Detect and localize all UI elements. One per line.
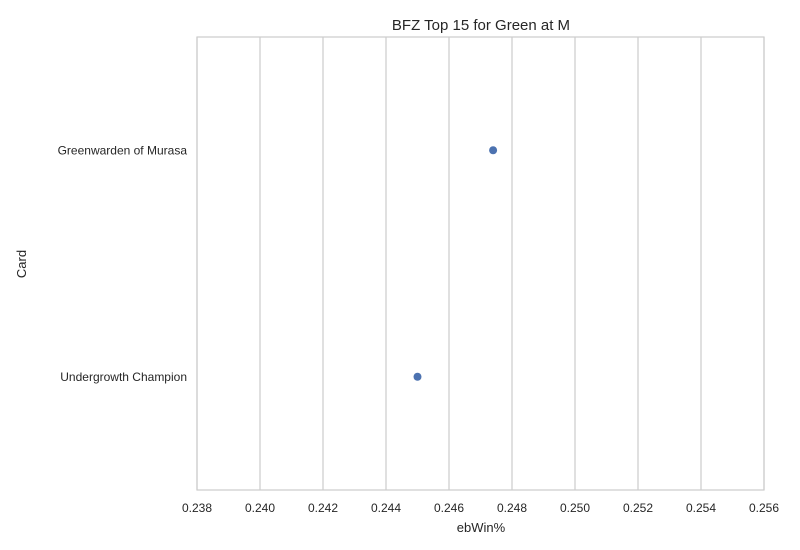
x-tick-label: 0.246 [434, 501, 464, 515]
data-points [413, 146, 498, 381]
x-tick-label: 0.248 [497, 501, 527, 515]
data-point [489, 146, 498, 155]
x-tick-label: 0.250 [560, 501, 590, 515]
y-axis-label: Card [14, 250, 29, 278]
data-point [413, 372, 422, 381]
x-tick-label: 0.252 [623, 501, 653, 515]
y-tick-labels: Greenwarden of Murasa Undergrowth Champio… [58, 143, 188, 384]
y-tick-label: Undergrowth Champion [60, 370, 187, 384]
x-tick-label: 0.244 [371, 501, 401, 515]
x-tick-label: 0.256 [749, 501, 779, 515]
x-gridlines [196, 37, 765, 490]
x-tick-label: 0.254 [686, 501, 716, 515]
x-tick-label: 0.238 [182, 501, 212, 515]
plot-frame [196, 36, 765, 491]
x-tick-label: 0.242 [308, 501, 338, 515]
chart-title: BFZ Top 15 for Green at M [392, 17, 570, 34]
x-tick-labels: 0.238 0.240 0.242 0.244 0.246 0.248 0.250 0.252… [182, 501, 779, 515]
x-axis-label: ebWin% [457, 520, 506, 535]
x-tick-label: 0.240 [245, 501, 275, 515]
y-tick-label: Greenwarden of Murasa [58, 143, 188, 157]
